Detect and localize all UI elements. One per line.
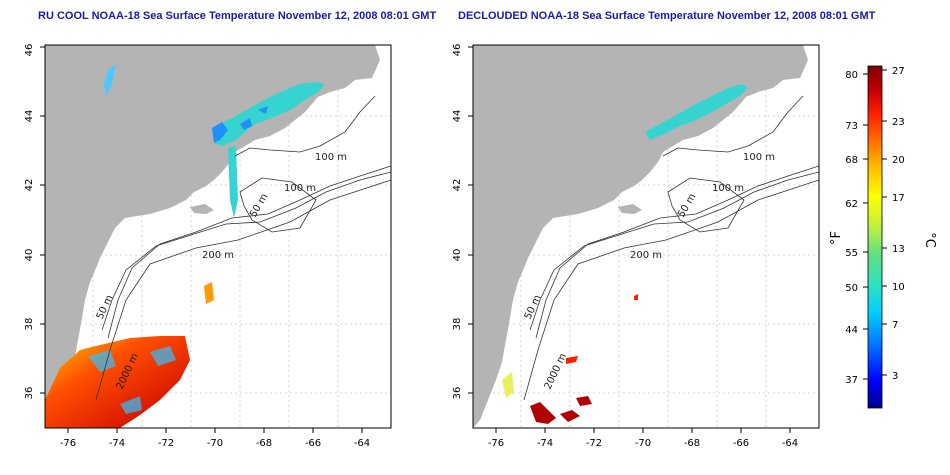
right-map-frame — [472, 44, 820, 429]
right-y-ticks — [468, 46, 473, 394]
left-x-tick-label: -72 — [158, 438, 174, 449]
right-x-tick-label: -66 — [733, 438, 749, 449]
left-y-tick-labels: 36 38 40 42 44 46 — [24, 44, 35, 400]
right-x-tick-label: -76 — [488, 438, 504, 449]
right-y-tick-label: 42 — [452, 179, 463, 192]
colorbar-c-label: 20 — [892, 155, 905, 166]
right-map-title: DECLOUDED NOAA-18 Sea Surface Temperatur… — [458, 10, 876, 22]
left-map-frame — [44, 44, 392, 429]
right-x-tick-label: -70 — [635, 438, 651, 449]
right-contours — [523, 95, 819, 401]
colorbar-c-ticks — [882, 69, 887, 376]
left-y-tick-label: 38 — [24, 318, 35, 331]
svg-text:200 m: 200 m — [630, 250, 662, 261]
right-x-tick-label: -72 — [586, 438, 602, 449]
right-y-tick-labels: 36 38 40 42 44 46 — [452, 44, 463, 400]
colorbar-f-label: 68 — [845, 155, 858, 166]
colorbar-f-label: 55 — [845, 248, 858, 259]
left-y-tick-label: 46 — [24, 44, 35, 57]
colorbar-c-label: 13 — [892, 244, 905, 255]
right-y-tick-label: 36 — [452, 387, 463, 400]
svg-text:100 m: 100 m — [284, 183, 316, 194]
left-sst-cool-strip — [228, 146, 238, 218]
left-x-tick-label: -70 — [207, 438, 223, 449]
right-y-tick-label: 40 — [452, 249, 463, 262]
colorbar-c-label: 17 — [892, 193, 905, 204]
left-land-island — [190, 204, 214, 214]
colorbar-f-label: 44 — [845, 325, 858, 336]
right-sst-cool-band — [645, 84, 748, 140]
colorbar-c-label: 3 — [892, 371, 898, 382]
right-sst-yellow — [502, 372, 514, 398]
colorbar-c-labels: 27 23 20 17 13 10 7 3 — [892, 66, 905, 382]
colorbar-c-label: 10 — [892, 282, 905, 293]
right-sst-warm-small — [566, 294, 638, 364]
right-x-tick-labels: -76 -74 -72 -70 -68 -66 -64 — [488, 438, 798, 449]
right-x-ticks — [495, 428, 791, 433]
left-x-tick-labels: -76 -74 -72 -70 -68 -66 -64 — [60, 438, 370, 449]
left-x-tick-label: -76 — [60, 438, 76, 449]
colorbar-f-label: 37 — [845, 375, 858, 386]
left-map-title: RU COOL NOAA-18 Sea Surface Temperature … — [38, 10, 437, 22]
left-sst-mixed — [88, 346, 176, 414]
right-land — [473, 45, 808, 428]
colorbar-c-label: 7 — [892, 320, 898, 331]
colorbar-f-labels: 80 73 68 62 55 50 44 37 — [845, 70, 858, 386]
right-y-tick-label: 46 — [452, 44, 463, 57]
left-y-tick-label: 36 — [24, 387, 35, 400]
svg-text:200 m: 200 m — [202, 250, 234, 261]
left-map: 100 m 100 m 50 m 200 m 50 m 2000 m -76 -… — [24, 44, 392, 449]
left-y-tick-label: 42 — [24, 179, 35, 192]
left-y-tick-label: 44 — [24, 110, 35, 123]
colorbar-f-label: 62 — [845, 199, 858, 210]
left-sst-cool-edge — [212, 106, 268, 143]
colorbar-f-label: 73 — [845, 121, 858, 132]
left-x-ticks — [67, 428, 363, 433]
colorbar-f-label: 80 — [845, 70, 858, 81]
svg-text:100 m: 100 m — [315, 152, 347, 163]
left-sst-patch-east — [204, 282, 214, 304]
svg-text:100 m: 100 m — [712, 183, 744, 194]
colorbar-c-label: 27 — [892, 66, 905, 77]
left-x-tick-label: -66 — [305, 438, 321, 449]
colorbar: 80 73 68 62 55 50 44 37 27 23 20 17 13 1… — [829, 65, 937, 409]
colorbar-f-ticks — [863, 73, 868, 380]
svg-text:100 m: 100 m — [743, 152, 775, 163]
left-y-ticks — [40, 46, 45, 394]
colorbar-c-label: 23 — [892, 117, 905, 128]
left-sst-cool-band — [212, 82, 325, 146]
right-x-tick-label: -64 — [782, 438, 798, 449]
left-sst-cool-patch — [104, 64, 116, 96]
right-map: 100 m 100 m 50 m 200 m 50 m 2000 m -76 -… — [452, 44, 820, 449]
left-y-tick-label: 40 — [24, 249, 35, 262]
colorbar-gradient — [867, 65, 883, 409]
right-x-tick-label: -74 — [537, 438, 553, 449]
right-y-tick-label: 44 — [452, 110, 463, 123]
left-sst-warm-area — [45, 336, 190, 428]
right-sst-warm-south — [530, 396, 592, 424]
right-x-tick-label: -68 — [684, 438, 700, 449]
right-land-island — [618, 204, 642, 214]
left-x-tick-label: -68 — [256, 438, 272, 449]
colorbar-fahrenheit-unit: °F — [829, 231, 844, 245]
colorbar-f-label: 50 — [845, 283, 858, 294]
left-x-tick-label: -64 — [354, 438, 370, 449]
colorbar-celsius-unit: °C — [922, 232, 937, 248]
left-x-tick-label: -74 — [109, 438, 125, 449]
right-y-tick-label: 38 — [452, 318, 463, 331]
left-land — [45, 45, 380, 428]
left-contours — [95, 95, 391, 401]
